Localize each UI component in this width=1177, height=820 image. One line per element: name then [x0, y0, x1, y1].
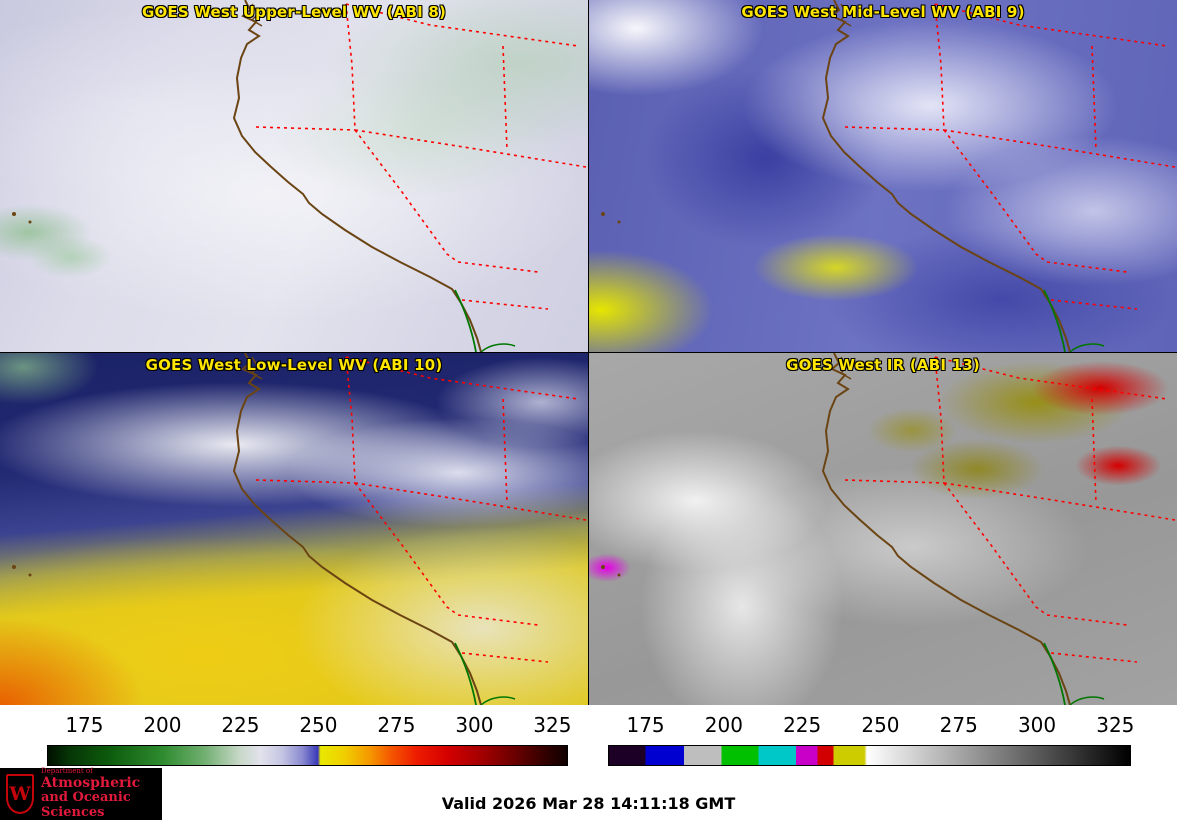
crest-letter: W	[9, 783, 31, 805]
colorbar-area: 175 200 225 250 275 300 325 175 200 225 250 275 300…	[0, 705, 1177, 767]
colorbar-tick-label: 200	[143, 713, 182, 737]
panel-title-mid-wv: GOES West Mid-Level WV (ABI 9)	[741, 3, 1025, 21]
colorbar-tick-label: 275	[939, 713, 978, 737]
valid-time: Valid 2026 Mar 28 14:11:18 GMT	[441, 794, 736, 813]
panel-title-low-wv: GOES West Low-Level WV (ABI 10)	[145, 356, 443, 374]
colorbar-tick-label: 300	[455, 713, 494, 737]
satellite-image-low-wv	[0, 353, 588, 705]
panel-ir: GOES West IR (ABI 13)	[589, 353, 1177, 705]
logo-line2: and Oceanic Sciences	[41, 790, 131, 820]
wv-colorbar: 175 200 225 250 275 300 325	[47, 705, 572, 767]
colorbar-tick-label: 175	[626, 713, 665, 737]
colorbar-tick-label: 250	[299, 713, 338, 737]
footer: W Department of Atmospheric and Oceanic …	[0, 767, 1177, 820]
satellite-image-ir	[589, 353, 1177, 705]
map-borders-overlay	[600, 0, 1176, 352]
panel-upper-level-wv: GOES West Upper-Level WV (ABI 8)	[0, 0, 588, 352]
panel-title-ir: GOES West IR (ABI 13)	[786, 356, 980, 374]
ir-colorbar: 175 200 225 250 275 300 325	[608, 705, 1135, 767]
map-borders-overlay	[11, 353, 587, 705]
wv-colorbar-gradient	[47, 745, 568, 766]
colorbar-tick-label: 275	[377, 713, 416, 737]
logo-dept-text: Department of	[41, 767, 93, 776]
aos-logo: W Department of Atmospheric and Oceanic …	[0, 767, 162, 820]
panel-low-level-wv: GOES West Low-Level WV (ABI 10)	[0, 353, 588, 705]
colorbar-tick-label: 225	[221, 713, 260, 737]
colorbar-tick-label: 250	[861, 713, 900, 737]
panel-mid-level-wv: GOES West Mid-Level WV (ABI 9)	[589, 0, 1177, 352]
satellite-image-upper-wv	[0, 0, 588, 352]
panel-title-upper-wv: GOES West Upper-Level WV (ABI 8)	[141, 3, 447, 21]
colorbar-tick-label: 300	[1017, 713, 1057, 737]
colorbar-tick-label: 200	[704, 713, 743, 737]
ir-colorbar-gradient	[608, 745, 1131, 766]
logo-line1: Atmospheric	[41, 774, 141, 791]
ir-colorbar-ticks: 175 200 225 250 275 300 325	[608, 713, 1135, 739]
logo-text: Department of Atmospheric and Oceanic Sc…	[41, 767, 156, 820]
colorbar-tick-label: 325	[1096, 713, 1135, 737]
wv-colorbar-ticks: 175 200 225 250 275 300 325	[47, 713, 572, 739]
satellite-image-mid-wv	[589, 0, 1177, 352]
map-borders-overlay	[600, 353, 1176, 705]
colorbar-tick-label: 325	[533, 713, 572, 737]
map-borders-overlay	[11, 0, 587, 352]
colorbar-tick-label: 225	[783, 713, 822, 737]
uw-crest-icon: W	[6, 774, 34, 814]
panel-grid: GOES West Upper-Level WV (ABI 8) GOES We…	[0, 0, 1177, 705]
colorbar-tick-label: 175	[65, 713, 104, 737]
